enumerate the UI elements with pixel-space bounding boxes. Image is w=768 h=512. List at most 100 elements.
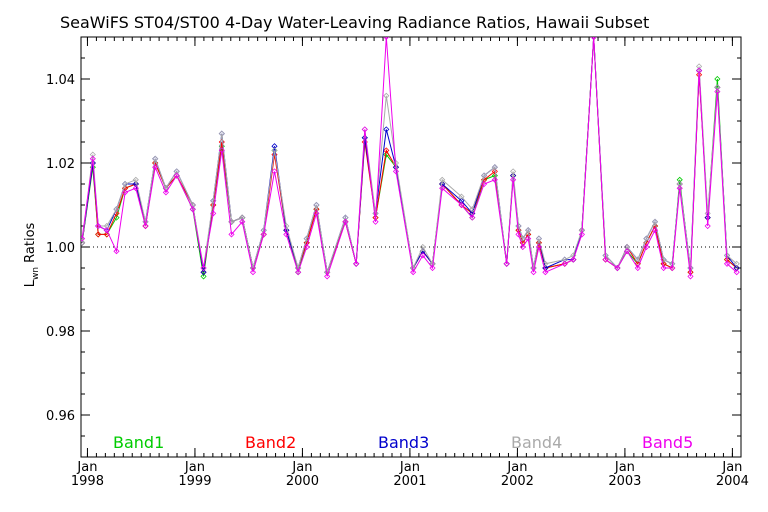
data-point [676, 185, 683, 192]
data-point [419, 243, 426, 251]
data-point [132, 176, 139, 183]
x-tick-year: 2003 [608, 474, 641, 489]
data-point [383, 37, 390, 41]
y-axis-label: Lwn Ratios [23, 222, 41, 287]
series-line [81, 37, 738, 273]
x-tick-month: Jan [614, 460, 635, 475]
legend-band4: Band4 [511, 433, 562, 452]
data-point [173, 168, 180, 175]
x-tick-month: Jan [291, 460, 312, 475]
data-point [89, 155, 96, 162]
data-point [590, 37, 597, 41]
data-point [271, 143, 278, 150]
data-point [542, 269, 549, 276]
data-point [228, 231, 235, 238]
data-point [623, 243, 631, 251]
data-point [676, 180, 683, 188]
data-point [303, 235, 310, 242]
x-tick-month: Jan [399, 460, 420, 475]
data-point [218, 130, 225, 137]
data-point [200, 269, 207, 276]
data-point [324, 273, 331, 280]
data-point [578, 231, 585, 238]
data-point [383, 147, 390, 154]
data-point [103, 227, 110, 234]
data-point [481, 180, 488, 188]
data-point [530, 269, 537, 276]
data-point [733, 269, 740, 276]
data-point [95, 231, 102, 238]
data-point [458, 197, 465, 204]
data-point [676, 176, 683, 183]
series-band5 [81, 37, 740, 280]
data-point [239, 214, 246, 221]
series-band4 [81, 37, 740, 276]
data-point [515, 231, 522, 238]
data-point [623, 248, 631, 255]
data-point [525, 235, 532, 242]
data-point [122, 180, 129, 188]
x-tick-month: Jan [721, 460, 742, 475]
data-point [714, 88, 721, 95]
data-point [210, 210, 217, 217]
y-tick-label: 1.00 [46, 241, 75, 256]
data-point [392, 168, 400, 175]
data-point [89, 151, 96, 158]
data-point [510, 176, 517, 183]
data-point [218, 138, 225, 146]
data-point [200, 264, 207, 272]
data-point [89, 159, 96, 167]
data-point [439, 185, 446, 192]
data-point [469, 206, 476, 213]
data-point [142, 222, 149, 230]
data-point [510, 168, 517, 175]
x-tick-year: 1998 [71, 474, 104, 489]
x-tick-year: 2000 [286, 474, 319, 489]
data-point [313, 210, 320, 217]
data-point [361, 126, 368, 133]
legend-band3: Band3 [378, 433, 429, 452]
data-point [535, 243, 542, 251]
data-point [372, 218, 379, 225]
data-point [189, 206, 196, 213]
data-point [81, 235, 86, 242]
data-point [271, 151, 278, 158]
y-axis-label-main: L [23, 279, 38, 287]
data-point [643, 235, 650, 242]
data-point [525, 227, 532, 234]
data-point [634, 264, 641, 272]
data-point [733, 264, 740, 272]
data-point [439, 176, 446, 183]
data-point [162, 189, 169, 196]
data-point [122, 185, 129, 192]
series-band2 [81, 37, 740, 276]
data-point [260, 231, 267, 238]
data-point [271, 147, 278, 154]
data-point [723, 260, 731, 267]
data-point [342, 218, 349, 225]
y-tick-label: 1.02 [46, 157, 75, 172]
legend: Band1 Band2 Band3 Band4 Band5 [113, 433, 693, 452]
data-point [491, 164, 498, 171]
data-point [651, 227, 659, 234]
x-tick-year: 2004 [716, 474, 749, 489]
series-line [81, 37, 738, 277]
data-point [132, 185, 139, 192]
legend-band2: Band2 [245, 433, 296, 452]
data-point [458, 193, 465, 200]
y-axis-label-rest: Ratios [23, 222, 38, 267]
data-point [503, 260, 510, 267]
data-point [313, 201, 320, 209]
y-tick-label: 0.96 [46, 409, 75, 424]
x-tick-month: Jan [76, 460, 97, 475]
y-tick-label: 1.04 [46, 73, 75, 88]
data-point [535, 235, 542, 242]
series-line [81, 37, 738, 277]
series-band3 [81, 37, 740, 276]
data-point [561, 256, 568, 263]
data-point [410, 269, 417, 276]
data-point [173, 172, 180, 179]
data-point [113, 206, 120, 213]
data-point [614, 264, 621, 272]
